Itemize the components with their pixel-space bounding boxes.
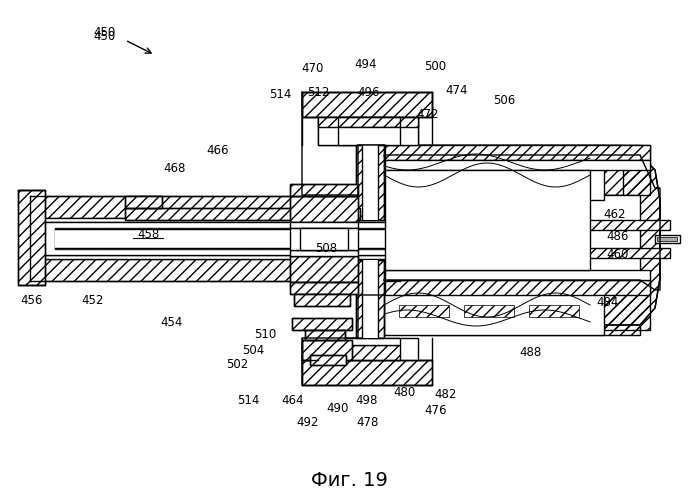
Polygon shape	[290, 282, 358, 294]
Polygon shape	[338, 127, 400, 145]
Text: 454: 454	[161, 316, 183, 328]
Polygon shape	[385, 145, 430, 195]
Polygon shape	[318, 338, 418, 360]
Polygon shape	[420, 285, 640, 335]
Text: 464: 464	[282, 394, 304, 406]
Text: 498: 498	[356, 394, 378, 406]
Polygon shape	[30, 196, 400, 218]
Polygon shape	[305, 330, 345, 340]
Polygon shape	[590, 155, 660, 325]
Polygon shape	[125, 208, 360, 220]
Polygon shape	[302, 340, 352, 360]
Text: 460: 460	[607, 248, 629, 260]
Polygon shape	[55, 245, 395, 249]
Text: Фиг. 19: Фиг. 19	[311, 470, 387, 490]
Polygon shape	[356, 145, 384, 220]
Text: 478: 478	[357, 416, 379, 428]
Polygon shape	[310, 355, 346, 365]
Polygon shape	[464, 163, 514, 175]
Polygon shape	[384, 145, 604, 200]
Polygon shape	[420, 220, 670, 230]
Polygon shape	[529, 305, 579, 317]
Text: 494: 494	[355, 58, 377, 70]
Polygon shape	[385, 280, 650, 295]
Polygon shape	[358, 145, 623, 195]
Polygon shape	[399, 305, 449, 317]
Polygon shape	[338, 338, 400, 345]
Polygon shape	[290, 256, 358, 282]
Text: 490: 490	[327, 402, 349, 414]
Text: 482: 482	[435, 388, 457, 402]
Text: 456: 456	[21, 294, 43, 308]
Polygon shape	[290, 250, 358, 256]
Polygon shape	[55, 228, 395, 231]
Text: 462: 462	[604, 208, 626, 222]
Polygon shape	[294, 294, 350, 306]
Polygon shape	[30, 222, 400, 255]
Text: 484: 484	[597, 296, 619, 308]
Text: 512: 512	[307, 86, 329, 100]
Text: 514: 514	[269, 88, 291, 101]
Text: 500: 500	[424, 60, 446, 72]
Polygon shape	[55, 229, 395, 248]
Polygon shape	[529, 163, 579, 175]
Text: 466: 466	[207, 144, 229, 156]
Polygon shape	[318, 117, 418, 145]
Polygon shape	[338, 117, 400, 127]
Polygon shape	[125, 196, 162, 208]
Polygon shape	[420, 248, 670, 258]
Text: 502: 502	[226, 358, 248, 370]
Polygon shape	[292, 318, 352, 330]
Polygon shape	[385, 170, 590, 270]
Polygon shape	[420, 145, 640, 195]
Polygon shape	[300, 228, 348, 250]
Polygon shape	[302, 360, 432, 385]
Polygon shape	[290, 228, 358, 250]
Text: 506: 506	[493, 94, 515, 106]
Text: 450: 450	[93, 30, 115, 43]
Polygon shape	[384, 280, 604, 335]
Polygon shape	[18, 190, 45, 285]
Text: 492: 492	[297, 416, 319, 428]
Polygon shape	[385, 145, 650, 160]
Text: 450: 450	[93, 26, 115, 40]
Text: 458: 458	[137, 228, 159, 240]
Polygon shape	[318, 117, 418, 145]
Text: 476: 476	[425, 404, 447, 416]
Text: 480: 480	[394, 386, 416, 398]
Polygon shape	[55, 228, 395, 249]
Text: 452: 452	[82, 294, 104, 308]
Polygon shape	[30, 259, 400, 281]
Polygon shape	[655, 235, 680, 243]
Text: 486: 486	[607, 230, 629, 242]
Polygon shape	[420, 195, 640, 285]
Text: 514: 514	[237, 394, 259, 406]
Polygon shape	[385, 160, 650, 170]
Polygon shape	[464, 305, 514, 317]
Polygon shape	[399, 163, 449, 175]
Text: 488: 488	[519, 346, 541, 358]
Text: 468: 468	[164, 162, 186, 174]
Polygon shape	[30, 218, 400, 222]
Text: 474: 474	[446, 84, 468, 98]
Polygon shape	[362, 260, 378, 338]
Polygon shape	[290, 196, 358, 222]
Polygon shape	[290, 222, 358, 228]
Polygon shape	[362, 145, 378, 220]
Text: 504: 504	[242, 344, 264, 356]
Text: 472: 472	[417, 108, 439, 122]
Text: 470: 470	[302, 62, 324, 74]
Text: 510: 510	[254, 328, 276, 342]
Polygon shape	[318, 117, 418, 127]
Polygon shape	[385, 270, 650, 280]
Polygon shape	[657, 237, 677, 241]
Text: 496: 496	[358, 86, 380, 100]
Polygon shape	[302, 92, 432, 117]
Polygon shape	[356, 260, 384, 338]
Polygon shape	[338, 345, 400, 360]
Polygon shape	[30, 255, 400, 259]
Text: 508: 508	[315, 242, 337, 256]
Polygon shape	[290, 184, 358, 196]
